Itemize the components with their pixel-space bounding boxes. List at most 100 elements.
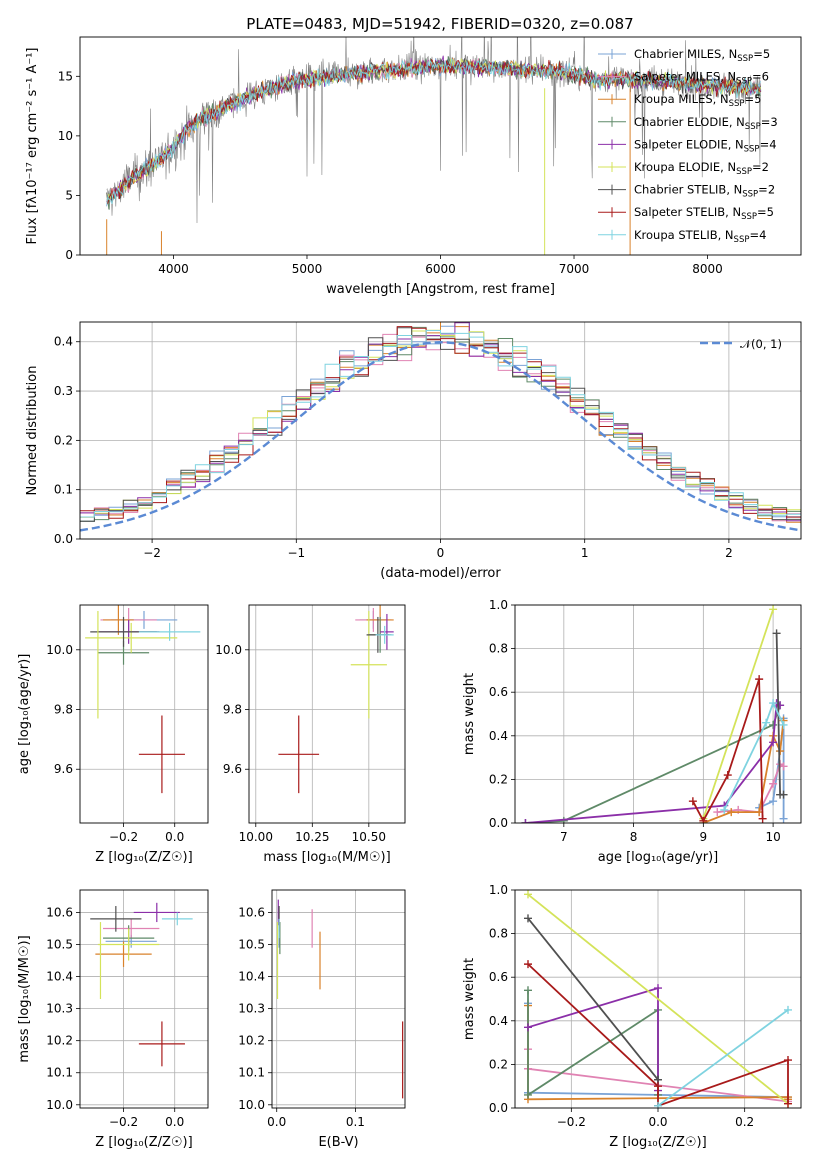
x-axis-label: mass [log₁₀(M/M☉)] bbox=[263, 850, 390, 865]
series-marker bbox=[779, 814, 788, 823]
y-tick-label: 0.2 bbox=[489, 1057, 508, 1071]
series-marker bbox=[784, 1056, 792, 1065]
x-axis-label: Z [log₁₀(Z/Z☉)] bbox=[609, 1135, 706, 1150]
series-kroupa-elodie bbox=[527, 893, 789, 1105]
y-tick-label: 15 bbox=[58, 69, 73, 83]
legend-sub: SSP bbox=[736, 77, 752, 87]
series-marker bbox=[769, 699, 778, 708]
series-marker bbox=[524, 890, 532, 899]
x-tick-label: 0.0 bbox=[648, 1115, 667, 1129]
series-marker bbox=[769, 605, 778, 614]
panel-weight-vs-age: 7 8 9 10 0.0 0.2 0.4 0.6 0.8 1.0 age [log₁₀(age/yr… bbox=[462, 598, 802, 865]
series-marker bbox=[654, 1082, 662, 1091]
series-marker bbox=[524, 1023, 532, 1032]
y-tick-label: 0.4 bbox=[489, 1014, 508, 1028]
y-tick-label: 0.3 bbox=[54, 384, 73, 398]
legend-name: Salpeter STELIB bbox=[634, 205, 725, 219]
point-salpeter-stelib bbox=[138, 715, 185, 794]
x-tick-label: −2 bbox=[143, 546, 161, 560]
plot-area bbox=[90, 902, 193, 1067]
series-marker bbox=[779, 720, 788, 729]
x-tick-label: 5000 bbox=[292, 262, 323, 276]
legend-sep: , N bbox=[720, 160, 736, 174]
model-spectrum-salpeter-stelib bbox=[106, 58, 761, 205]
plot-area bbox=[106, 37, 762, 255]
x-axis-label: wavelength [Angstrom, rest frame] bbox=[326, 282, 555, 297]
plot-area bbox=[80, 322, 801, 532]
series-marker bbox=[727, 808, 736, 817]
y-tick-label: 10.2 bbox=[46, 1034, 73, 1048]
legend-n: 6 bbox=[762, 70, 769, 84]
y-tick-label: 0.2 bbox=[54, 433, 73, 447]
x-axis-label: age [log₁₀(age/yr)] bbox=[598, 850, 719, 865]
series-marker bbox=[758, 814, 767, 823]
series-marker bbox=[769, 738, 778, 747]
legend-eq: = bbox=[761, 115, 771, 129]
legend-sub: SSP bbox=[745, 122, 761, 132]
y-tick-label: 1.0 bbox=[489, 883, 508, 897]
y-axis-label: Flux [fλ10⁻¹⁷ erg cm⁻² s⁻¹ A⁻¹] bbox=[25, 48, 40, 245]
y-tick-label: 10.6 bbox=[238, 905, 265, 919]
panel-age-vs-mass: 10.00 10.25 10.50 9.6 9.8 10.0 mass [log₁₀(M/M… bbox=[215, 604, 406, 865]
x-tick-label: 0.2 bbox=[735, 1115, 754, 1129]
legend-name: Salpeter MILES bbox=[634, 70, 720, 84]
x-tick-label: 7 bbox=[560, 830, 568, 844]
histogram-salpeter-stelib bbox=[80, 326, 801, 519]
y-tick-label: 10.3 bbox=[238, 1002, 265, 1016]
x-tick-label: 8000 bbox=[692, 262, 723, 276]
legend-entry-salpeter-miles: Salpeter MILES, NSSP=6 bbox=[634, 70, 769, 87]
x-tick-label: 0.0 bbox=[267, 1115, 286, 1129]
series-marker bbox=[769, 797, 778, 806]
series-kroupa-miles bbox=[702, 720, 785, 823]
series-marker bbox=[524, 1090, 532, 1099]
y-tick-label: 10.0 bbox=[238, 1098, 265, 1112]
series-marker bbox=[769, 779, 778, 788]
y-tick-label: 9.6 bbox=[54, 762, 73, 776]
y-tick-label: 0.2 bbox=[489, 772, 508, 786]
x-tick-label: −1 bbox=[287, 546, 305, 560]
histogram-kroupa-stelib bbox=[80, 330, 801, 518]
legend-name: Kroupa ELODIE bbox=[634, 160, 720, 174]
panel-mass-vs-ebv: 0.0 0.1 10.0 10.1 10.2 10.3 10.4 10.5 10.6 E(B-V) bbox=[238, 889, 406, 1150]
legend-n: 4 bbox=[759, 228, 766, 242]
legend-n: 5 bbox=[763, 47, 770, 61]
model-spectrum-kroupa-stelib bbox=[106, 58, 761, 205]
y-tick-label: 0.8 bbox=[489, 642, 508, 656]
y-axis-label: mass weight bbox=[462, 673, 477, 755]
y-tick-label: 10.4 bbox=[238, 970, 265, 984]
series-marker bbox=[720, 805, 729, 814]
point-salpeter-elodie bbox=[380, 613, 394, 650]
y-tick-label: 10.0 bbox=[46, 643, 73, 657]
y-tick-label: 10 bbox=[58, 129, 73, 143]
x-tick-label: 0.1 bbox=[346, 1115, 365, 1129]
plot-area bbox=[521, 605, 788, 823]
panel-age-vs-Z: −0.2 0.0 9.6 9.8 10.0 Z [log₁₀(Z/Z☉)] age [log… bbox=[17, 604, 209, 865]
legend-eq: = bbox=[749, 228, 759, 242]
x-tick-label: 0.0 bbox=[165, 1115, 184, 1129]
y-tick-label: 10.0 bbox=[215, 643, 242, 657]
y-axis-label: mass [log₁₀(M/M☉)] bbox=[17, 935, 32, 1062]
y-tick-label: 9.6 bbox=[223, 762, 242, 776]
point-salpeter-elodie bbox=[133, 902, 180, 923]
y-tick-label: 0.6 bbox=[489, 970, 508, 984]
y-tick-label: 0.8 bbox=[489, 927, 508, 941]
x-axis-label: Z [log₁₀(Z/Z☉)] bbox=[95, 1135, 192, 1150]
legend-n: 2 bbox=[762, 160, 769, 174]
y-tick-label: 0.1 bbox=[54, 483, 73, 497]
y-tick-label: 10.1 bbox=[46, 1066, 73, 1080]
x-tick-label: 10 bbox=[765, 830, 780, 844]
legend-n: 3 bbox=[770, 115, 777, 129]
y-tick-label: 10.0 bbox=[46, 1098, 73, 1112]
series-marker bbox=[723, 771, 732, 780]
plot-frame bbox=[79, 36, 802, 256]
legend-entry-salpeter-elodie: Salpeter ELODIE, NSSP=4 bbox=[634, 137, 777, 154]
legend-sub: SSP bbox=[742, 190, 758, 200]
series-marker bbox=[559, 816, 568, 823]
y-tick-label: 10.6 bbox=[46, 905, 73, 919]
y-tick-label: 0.6 bbox=[489, 685, 508, 699]
normal-curve bbox=[80, 340, 801, 532]
panel-weight-vs-Z: −0.2 0.0 0.2 0.0 0.2 0.4 0.6 0.8 1.0 Z [log₁₀(Z/Z… bbox=[462, 883, 802, 1150]
series-marker bbox=[772, 629, 781, 638]
